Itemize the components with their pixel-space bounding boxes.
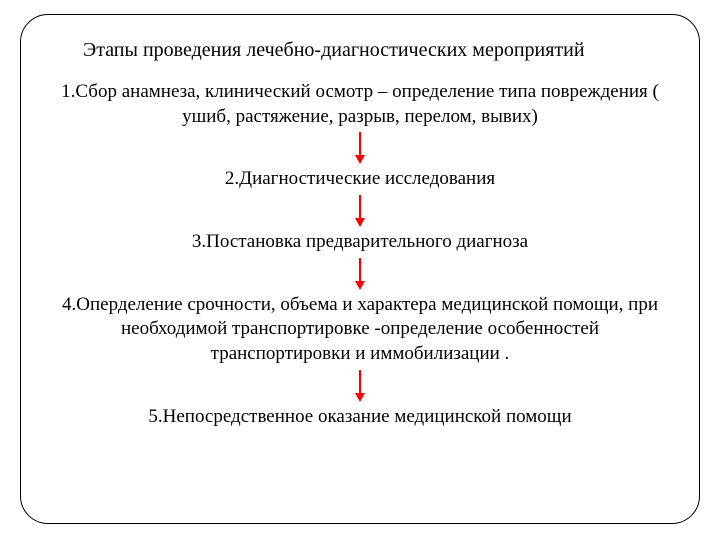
step-4: 4.Оперделение срочности, объема и характ…	[43, 293, 677, 367]
step-2: 2.Диагностические исследования	[43, 167, 677, 192]
arrow-down-icon	[353, 258, 367, 290]
arrow-down-icon	[353, 370, 367, 402]
diagram-title: Этапы проведения лечебно-диагностических…	[83, 39, 677, 62]
diagram-frame: Этапы проведения лечебно-диагностических…	[20, 14, 700, 524]
step-1: 1.Сбор анамнеза, клинический осмотр – оп…	[43, 80, 677, 129]
arrow-2	[43, 194, 677, 228]
step-3: 3.Постановка предварительного диагноза	[43, 230, 677, 255]
arrow-4	[43, 369, 677, 403]
arrow-1	[43, 131, 677, 165]
arrow-down-icon	[353, 132, 367, 164]
arrow-down-icon	[353, 195, 367, 227]
arrow-3	[43, 257, 677, 291]
step-5: 5.Непосредственное оказание медицинской …	[43, 405, 677, 430]
